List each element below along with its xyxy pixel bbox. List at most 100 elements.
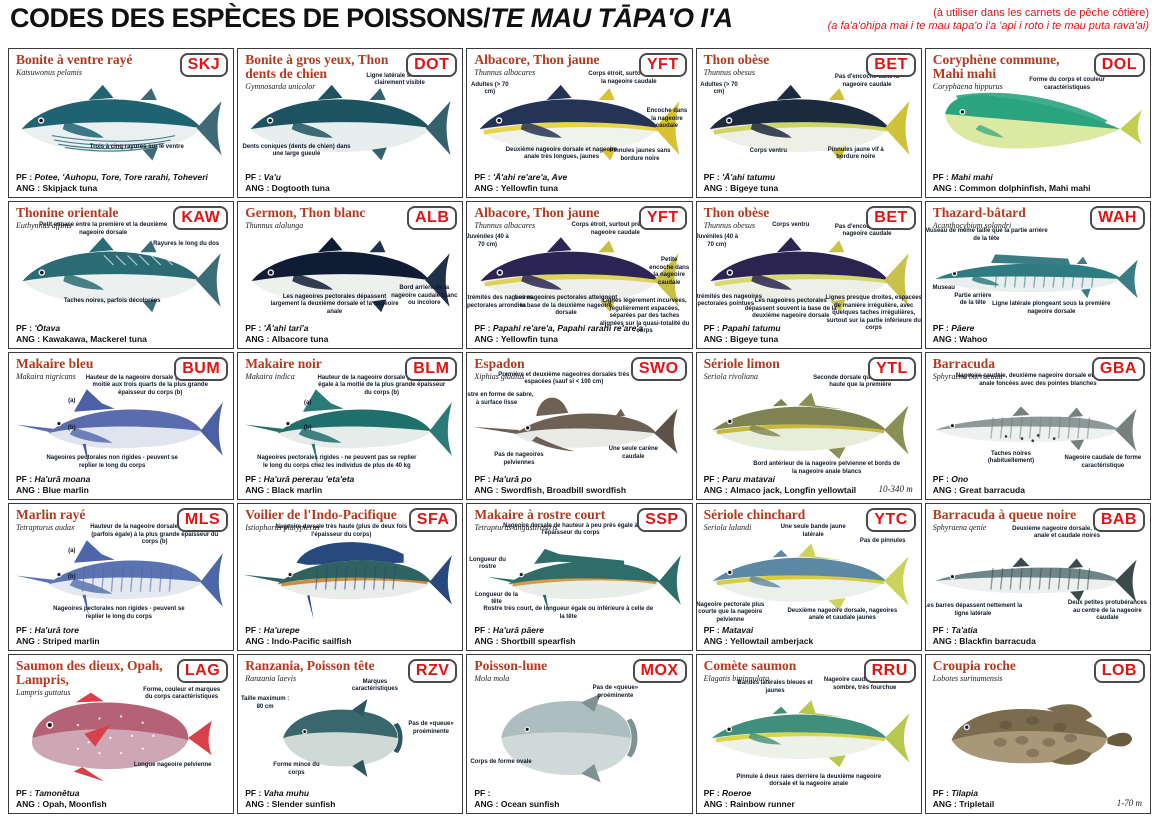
species-card-bet-3: Thon obèse Thunnus obesus BET PF : 'Ā'ah… (695, 48, 922, 198)
ang-line: ANG : Bigeye tuna (704, 183, 915, 194)
fish-illustration (242, 687, 458, 789)
card-header: Thonine orientale Euthynnus affinis KAW (16, 206, 229, 230)
annotation-label: Rayures le long du dos (153, 241, 220, 248)
species-title: Makaire à rostre court (474, 507, 606, 522)
card-titles: Bonite à gros yeux, Thon dents de chien … (245, 53, 406, 91)
fish-illustration (471, 687, 687, 789)
pf-line: PF : Potee, 'Auhopu, Tore, Tore rarahi, … (16, 172, 227, 183)
species-code-badge: SFA (408, 508, 458, 532)
pf-name: Vaha muhu (263, 787, 310, 798)
species-title: Thon obèse (703, 205, 770, 220)
pf-name: Papahi tatumu (722, 322, 781, 333)
card-titles: Marlin rayé Tetrapturus audax (16, 508, 177, 532)
pf-label: PF : (16, 787, 33, 798)
pf-name: Ha'urā pāere (492, 624, 544, 635)
pf-line: PF : Vaha muhu (245, 788, 456, 799)
pf-name: 'Ā'ahi re'are'a, Ave (492, 171, 568, 182)
species-code-badge: BET (866, 206, 916, 230)
species-title: Albacore, Thon jaune (474, 52, 600, 67)
pf-label: PF : (245, 787, 262, 798)
species-card-swo-12: Espadon Xiphias gladius SWO PF : Ha'urā … (466, 352, 693, 500)
species-title: Makaire noir (245, 356, 322, 371)
annotation-label: Les barres dépassent nettement la ligne … (924, 603, 1023, 617)
species-card-bet-8: Thon obèse Thunnus obesus BET PF : Papah… (695, 201, 922, 349)
annotation-label: (b) (67, 574, 76, 581)
annotation-label: Seconde dorsale quatre fois plus haute q… (813, 374, 908, 389)
ang-name: Swordfish, Broadbill swordfish (500, 484, 627, 495)
local-names: PF : Ha'urā moana ANG : Blue marlin (16, 474, 227, 496)
ang-name: Opah, Moonfish (42, 798, 107, 809)
ang-name: Wahoo (959, 333, 988, 344)
species-code-badge: BAB (1092, 508, 1145, 532)
ang-name: Ocean sunfish (500, 798, 560, 809)
card-header: Sériole chinchard Seriola lalandi YTC (704, 508, 916, 532)
pf-name: Tilapia (951, 787, 979, 798)
pf-label: PF : (474, 624, 491, 635)
usage-note-tahitian: (a fa'a'ohipa mai i te mau tapa'o i'a 'a… (827, 20, 1149, 33)
fish-drawing-spearfish (487, 548, 682, 614)
fish-drawing-tripletail (951, 704, 1132, 765)
pf-label: PF : (703, 787, 720, 798)
ang-label: ANG : (703, 798, 728, 809)
pf-line: PF : Ha'urā moana (16, 474, 227, 485)
annotation-label: Les nageoires pectorales atteignent la b… (514, 295, 618, 317)
annotation-label: Pas de pinnules (859, 537, 906, 544)
card-header: Thazard-bâtard Acanthocybium solandri WA… (933, 206, 1145, 230)
species-card-alb-6: Germon, Thon blanc Thunnus alalunga ALB … (237, 201, 464, 349)
species-code-badge: KAW (173, 206, 229, 230)
species-card-kaw-5: Thonine orientale Euthynnus affinis KAW … (8, 201, 235, 349)
ang-line: ANG : Dogtooth tuna (245, 183, 456, 194)
annotation-label: Trois à cinq rayures sur le ventre (89, 143, 184, 150)
pf-line: PF : Ha'urepe (245, 625, 456, 636)
pf-label: PF : (703, 322, 720, 333)
pf-name: Paru matavai (722, 473, 775, 484)
ang-line: ANG : Almaco jack, Longfin yellowtail (704, 485, 915, 496)
pf-line: PF : Tilapia (933, 788, 1144, 799)
pf-label: PF : (245, 171, 262, 182)
fish-drawing-barracuda (935, 406, 1137, 452)
species-code-badge: DOT (406, 53, 458, 77)
depth-range: 1-70 m (1116, 798, 1142, 808)
fish-illustration (242, 385, 458, 475)
annotation-label: Pas de «queue» proéminente (592, 685, 639, 699)
ang-name: Rainbow runner (730, 798, 795, 809)
species-latin-name: Thunnus alalunga (245, 220, 304, 230)
card-header: Germon, Thon blanc Thunnus alalunga ALB (245, 206, 458, 230)
fish-drawing-marlin (16, 389, 223, 466)
card-header: Albacore, Thon jaune Thunnus albacares Y… (474, 52, 687, 77)
fish-drawing-jack (711, 700, 910, 768)
fish-illustration (13, 536, 229, 626)
species-latin-name: Lobotes surinamensis (932, 673, 1003, 683)
pf-label: PF : (16, 473, 33, 484)
ang-name: Yellowfin tuna (500, 333, 559, 344)
fish-drawing-mola (501, 693, 638, 783)
annotation-label: Dents coniques (dents de chien) dans une… (242, 143, 351, 158)
annotation-label: Adultes (> 70 cm) (700, 81, 738, 96)
fish-drawing-tuna (22, 237, 221, 313)
species-title: Sériole limon (703, 356, 780, 371)
ang-name: Common dolphinfish, Mahi mahi (959, 182, 1091, 193)
species-latin-name: Seriola rivoliana (703, 371, 759, 381)
annotation-label: Juvéniles (40 à 70 cm) (695, 234, 739, 248)
species-latin-name: Thunnus albacares (474, 220, 536, 230)
species-title: Bonite à gros yeux, Thon dents de chien (245, 52, 389, 81)
card-header: Comète saumon Elagatis bipinnulata RRU (704, 659, 916, 683)
ang-label: ANG : (474, 182, 499, 193)
species-code-badge: SWO (630, 357, 687, 381)
card-titles: Espadon Xiphias gladius (474, 357, 630, 381)
annotation-label: Juvéniles (40 à 70 cm) (466, 234, 509, 248)
local-names: PF : Tamonētua ANG : Opah, Moonfish (16, 788, 227, 810)
annotation-label: Bord arrière de la nageoire caudale blan… (391, 285, 458, 307)
ang-label: ANG : (245, 798, 270, 809)
annotation-label: Lignes presque droites, espacées de mani… (825, 295, 922, 332)
fish-drawing-tuna (709, 84, 910, 161)
pf-label: PF : (474, 473, 491, 484)
species-card-gba-14: Barracuda Sphyraena barracuda GBA PF : O… (924, 352, 1151, 500)
species-card-lob-24: Croupia roche Lobotes surinamensis LOB P… (924, 654, 1151, 814)
local-names: PF : Ha'urepe ANG : Indo-Pacific sailfis… (245, 625, 456, 647)
ang-name: Kawakawa, Mackerel tuna (42, 333, 147, 344)
ang-name: Yellowfin tuna (500, 182, 559, 193)
annotation-label: Une seule carène caudale (608, 446, 658, 460)
ang-line: ANG : Shortbill spearfish (474, 636, 685, 647)
ang-line: ANG : Albacore tuna (245, 334, 456, 345)
